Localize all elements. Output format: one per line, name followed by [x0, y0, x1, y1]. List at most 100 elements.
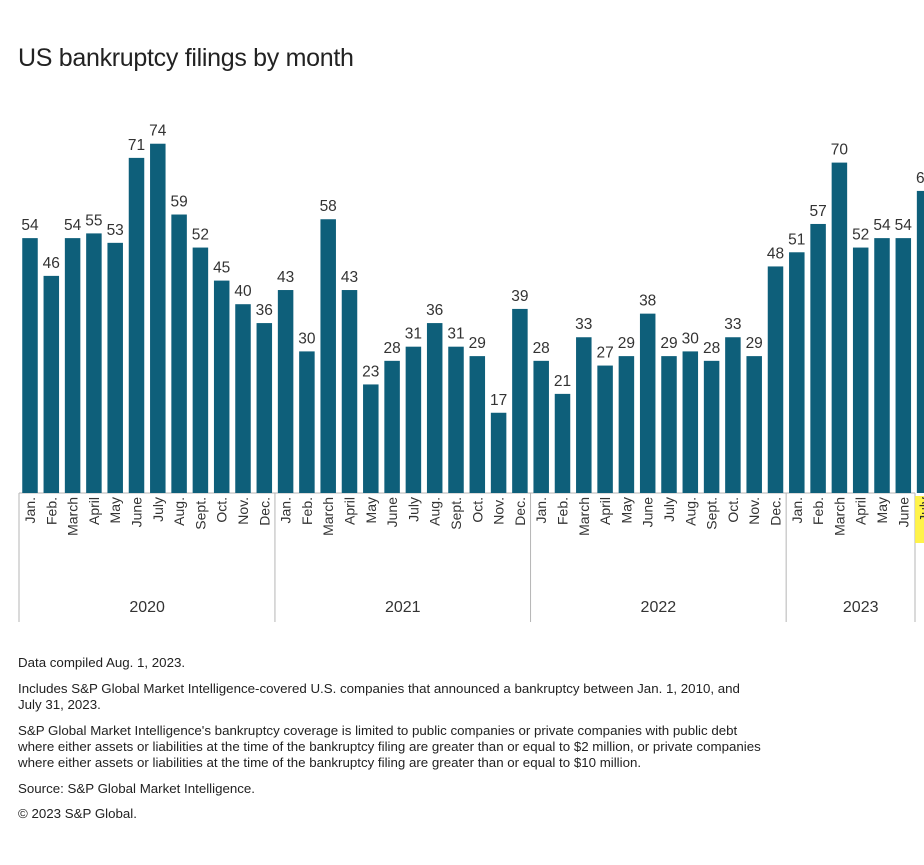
data-label-2020-12: 36 — [256, 302, 273, 319]
month-label-2021-12: Dec. — [512, 497, 528, 526]
data-label-2020-4: 55 — [85, 212, 102, 229]
bar-2023-2 — [810, 223, 826, 493]
bar-2020-3 — [64, 238, 81, 493]
bar-2021-11 — [490, 412, 507, 493]
year-label-2022: 2022 — [641, 599, 677, 616]
month-label-2022-12: Dec. — [768, 497, 784, 526]
month-label-2021-7: July — [405, 497, 421, 522]
month-label-2020-6: June — [129, 497, 145, 528]
month-label-2023-3: March — [831, 497, 847, 536]
note-includes-line-1: Includes S&P Global Market Intelligence-… — [18, 680, 740, 696]
bar-2020-6 — [128, 157, 145, 493]
month-label-2021-9: Sept. — [448, 497, 464, 530]
data-label-2020-1: 54 — [21, 217, 39, 234]
month-label-2022-3: March — [576, 497, 592, 536]
bar-2022-10 — [725, 337, 741, 493]
bar-2023-7 — [916, 190, 924, 494]
month-label-2021-2: Feb. — [299, 497, 315, 525]
month-label-2021-3: March — [320, 497, 336, 536]
month-label-2021-6: June — [384, 497, 400, 528]
month-label-2020-7: July — [150, 497, 166, 522]
bar-2020-10 — [213, 280, 230, 493]
bar-2022-6 — [639, 313, 656, 493]
bar-2020-2 — [43, 275, 60, 493]
month-label-2021-5: May — [363, 497, 379, 523]
data-label-2023-5: 54 — [873, 217, 891, 234]
month-label-2020-4: April — [86, 497, 102, 525]
bar-2020-9 — [192, 247, 209, 493]
month-label-2020-11: Nov. — [235, 497, 251, 525]
note-source: Source: S&P Global Market Intelligence. — [18, 780, 256, 796]
data-label-2020-2: 46 — [43, 255, 60, 272]
data-label-2022-8: 30 — [682, 330, 700, 347]
bar-2020-1 — [22, 238, 38, 493]
data-label-2020-3: 54 — [64, 217, 82, 234]
month-label-2020-5: May — [107, 497, 123, 523]
data-label-2020-5: 53 — [107, 222, 124, 239]
data-label-2021-2: 30 — [298, 330, 316, 347]
month-label-2023-4: April — [853, 497, 869, 525]
data-label-2023-4: 52 — [852, 227, 869, 244]
data-label-2021-6: 28 — [383, 340, 400, 357]
month-label-2022-2: Feb. — [555, 497, 571, 525]
data-label-2020-11: 40 — [234, 283, 252, 300]
data-label-2022-6: 38 — [639, 293, 656, 310]
data-label-2020-10: 45 — [213, 260, 230, 277]
bar-2021-10 — [469, 356, 486, 493]
highlight-marker — [915, 496, 924, 543]
bar-2022-12 — [767, 266, 784, 493]
month-label-2021-10: Oct. — [469, 497, 485, 523]
data-label-2023-6: 54 — [895, 217, 913, 234]
bar-2020-4 — [86, 233, 102, 493]
bar-2023-3 — [831, 162, 848, 493]
bar-chart: 54 Jan. 46 Feb. 54 March 55 April 53 May 71 June 74 J… — [18, 123, 924, 622]
bar-2021-7 — [405, 346, 422, 493]
bar-2023-5 — [874, 238, 890, 493]
month-label-2021-4: April — [342, 497, 358, 525]
month-label-2023-7: July — [917, 497, 924, 522]
note-coverage-line-3: where either assets or liabilities at th… — [18, 755, 642, 771]
note-copyright: © 2023 S&P Global. — [18, 806, 137, 822]
month-label-2020-2: Feb. — [43, 497, 59, 525]
data-label-2021-12: 39 — [511, 288, 528, 305]
bar-2020-7 — [150, 143, 166, 493]
bar-2022-7 — [661, 356, 677, 493]
bar-2021-2 — [299, 351, 315, 493]
data-label-2021-11: 17 — [490, 392, 507, 409]
bar-2020-8 — [171, 214, 187, 493]
data-label-2021-7: 31 — [405, 326, 422, 343]
data-label-2021-5: 23 — [362, 363, 379, 380]
bar-2021-4 — [341, 290, 358, 493]
data-label-2020-7: 74 — [149, 123, 167, 140]
data-label-2020-9: 52 — [192, 227, 209, 244]
note-includes-line-2: July 31, 2023. — [18, 696, 101, 712]
bar-2022-4 — [597, 365, 613, 493]
bar-2022-2 — [554, 393, 571, 493]
month-label-2021-1: Jan. — [278, 497, 294, 523]
chart-notes: Data compiled Aug. 1, 2023. Includes S&P… — [18, 655, 913, 823]
data-label-2022-11: 29 — [746, 335, 763, 352]
bar-2023-1 — [789, 252, 805, 493]
bar-2022-1 — [533, 360, 549, 493]
month-label-2022-8: Aug. — [682, 497, 698, 526]
note-coverage-line-1: S&P Global Market Intelligence's bankrup… — [18, 722, 738, 738]
data-label-2023-1: 51 — [788, 231, 805, 248]
chart-title: US bankruptcy filings by month — [18, 44, 354, 72]
month-label-2020-3: March — [65, 497, 81, 536]
bar-2021-5 — [363, 384, 379, 493]
month-label-2022-9: Sept. — [704, 497, 720, 530]
month-label-2020-1: Jan. — [22, 497, 38, 523]
month-label-2020-9: Sept. — [192, 497, 208, 530]
bar-2020-11 — [235, 304, 251, 493]
data-label-2020-8: 59 — [170, 194, 187, 211]
data-label-2020-6: 71 — [128, 137, 145, 154]
data-label-2021-3: 58 — [320, 198, 337, 215]
bar-2021-12 — [512, 308, 528, 493]
bar-2021-6 — [384, 360, 400, 493]
bar-2021-1 — [277, 290, 294, 493]
bar-2021-9 — [448, 346, 464, 493]
data-label-2022-10: 33 — [724, 316, 741, 333]
bar-2022-5 — [618, 356, 635, 493]
month-label-2022-11: Nov. — [746, 497, 762, 525]
data-label-2023-7: 64 — [916, 170, 924, 187]
